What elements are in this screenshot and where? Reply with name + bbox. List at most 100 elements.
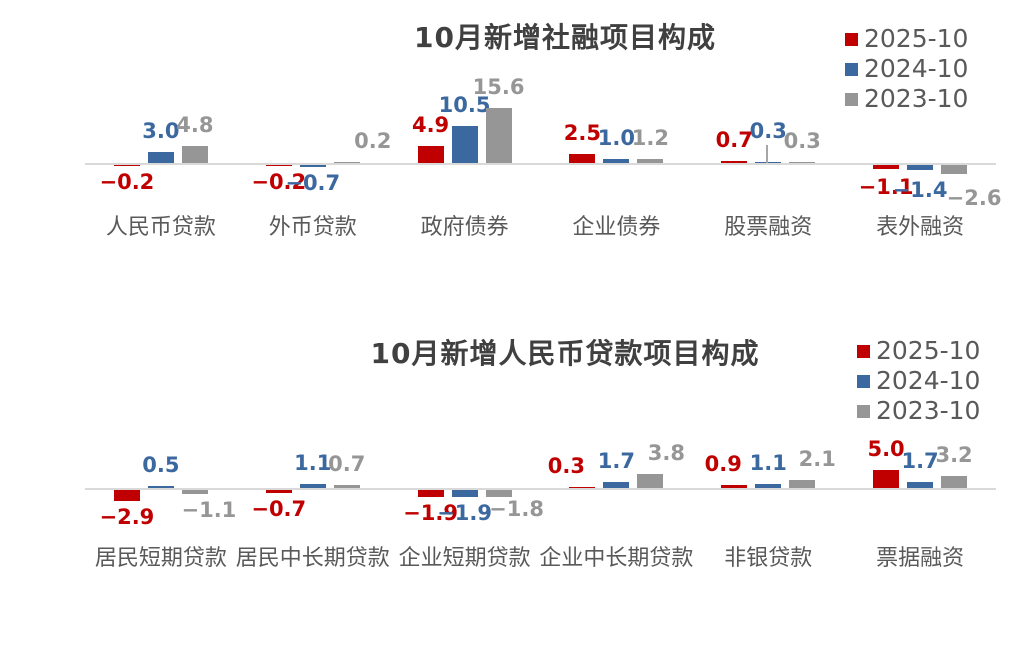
bar-2023-10 [181, 145, 208, 163]
value-label: −2.9 [99, 504, 155, 529]
value-label: 0.3 [547, 453, 585, 478]
value-label: 0.3 [783, 128, 821, 153]
bar-2025-10 [417, 145, 444, 163]
legend-marker-2025-10 [857, 344, 870, 358]
bar-2023-10 [789, 161, 816, 163]
bar-2025-10 [721, 160, 748, 163]
bar-2025-10 [113, 490, 140, 501]
legend-item-2025-10: 2025-10 [845, 26, 968, 52]
bar-2023-10 [485, 490, 512, 497]
bar-2024-10 [451, 490, 478, 498]
category-label: 企业中长期贷款 [539, 546, 694, 571]
bar-2024-10 [603, 159, 630, 163]
chart-title-social-financing: 10月新增社融项目构成 [414, 21, 716, 54]
value-label: 4.9 [411, 112, 450, 137]
bar-2024-10 [299, 165, 326, 168]
bar-2024-10 [603, 481, 630, 488]
value-label: 3.0 [142, 119, 180, 144]
bar-2023-10 [181, 490, 208, 495]
bar-2025-10 [265, 165, 292, 166]
value-label: 0.2 [354, 129, 392, 154]
value-label: 0.3 [749, 118, 787, 143]
value-label: −0.7 [285, 171, 341, 196]
legend-label-2023-10: 2023-10 [864, 84, 969, 113]
category-label: 人民币贷款 [105, 215, 216, 240]
legend-marker-2024-10 [857, 374, 870, 388]
value-label: 15.6 [472, 74, 525, 99]
category-label: 居民中长期贷款 [235, 546, 390, 571]
bar-2023-10 [637, 473, 664, 488]
legend-label-2024-10: 2024-10 [864, 54, 969, 83]
value-label: −0.2 [99, 169, 155, 194]
bar-2023-10 [637, 158, 664, 163]
value-label: 1.1 [749, 450, 787, 475]
category-label: 居民短期贷款 [94, 546, 227, 571]
category-label: 企业短期贷款 [398, 546, 531, 571]
bar-2023-10 [941, 476, 968, 488]
bar-2025-10 [113, 165, 140, 166]
bar-2023-10 [333, 485, 360, 488]
legend-item-2025-10: 2025-10 [857, 338, 980, 364]
value-label: −1.9 [403, 501, 458, 526]
value-label: −1.1 [181, 498, 237, 523]
legend-marker-2024-10 [845, 62, 858, 76]
value-label: 2.5 [563, 121, 601, 146]
value-label: −1.4 [892, 177, 948, 202]
value-label: 1.1 [294, 450, 332, 475]
bar-2025-10 [873, 469, 900, 488]
category-label: 股票融资 [724, 215, 813, 240]
bar-2024-10 [299, 483, 326, 488]
category-label: 企业债券 [572, 215, 661, 240]
bar-2023-10 [941, 165, 968, 175]
label-leader-line [766, 144, 769, 163]
legend-marker-2023-10 [857, 404, 870, 418]
value-label: 10.5 [438, 92, 491, 117]
value-label: 0.7 [715, 127, 753, 152]
value-label: −0.2 [251, 169, 307, 194]
bar-2024-10 [451, 125, 478, 163]
value-label: 0.7 [328, 452, 366, 477]
bar-2023-10 [333, 162, 360, 163]
legend-item-2024-10: 2024-10 [845, 56, 968, 82]
legend-marker-2023-10 [845, 92, 858, 106]
category-label: 非银贷款 [724, 546, 813, 571]
value-label: −0.7 [251, 496, 307, 521]
value-label: −1.9 [437, 501, 492, 526]
value-label: 3.2 [935, 443, 973, 468]
bar-2023-10 [485, 107, 512, 163]
bar-2025-10 [721, 484, 748, 488]
legend-label-2023-10: 2023-10 [876, 396, 981, 425]
value-label: 1.0 [597, 126, 635, 151]
bar-2025-10 [417, 490, 444, 498]
category-label: 政府债券 [420, 215, 509, 240]
bar-2025-10 [873, 165, 900, 169]
value-label: 2.1 [798, 447, 836, 472]
legend-label-2025-10: 2025-10 [864, 24, 969, 53]
bar-2023-10 [789, 480, 816, 488]
legend-item-2023-10: 2023-10 [857, 398, 980, 424]
bar-2024-10 [147, 152, 174, 163]
value-label: 0.5 [142, 453, 180, 478]
bar-2024-10 [755, 161, 782, 163]
bar-2025-10 [265, 490, 292, 493]
value-label: 3.8 [647, 440, 685, 465]
legend-label-2025-10: 2025-10 [876, 336, 981, 365]
bar-2024-10 [907, 481, 934, 488]
bar-2025-10 [569, 154, 596, 163]
value-label: −2.6 [946, 186, 1002, 211]
category-label: 票据融资 [876, 546, 965, 571]
legend-item-2023-10: 2023-10 [845, 86, 968, 112]
value-label: 1.7 [901, 448, 939, 473]
legend-marker-2025-10 [845, 32, 858, 46]
bar-2024-10 [907, 165, 934, 170]
value-label: 1.2 [631, 125, 669, 150]
category-label: 外币贷款 [268, 215, 357, 240]
legend-label-2024-10: 2024-10 [876, 366, 981, 395]
legend-item-2024-10: 2024-10 [857, 368, 980, 394]
bar-2024-10 [147, 486, 174, 488]
category-label: 表外融资 [876, 215, 965, 240]
value-label: 0.9 [704, 451, 742, 476]
value-label: 1.7 [597, 448, 635, 473]
axis-line [85, 163, 996, 165]
